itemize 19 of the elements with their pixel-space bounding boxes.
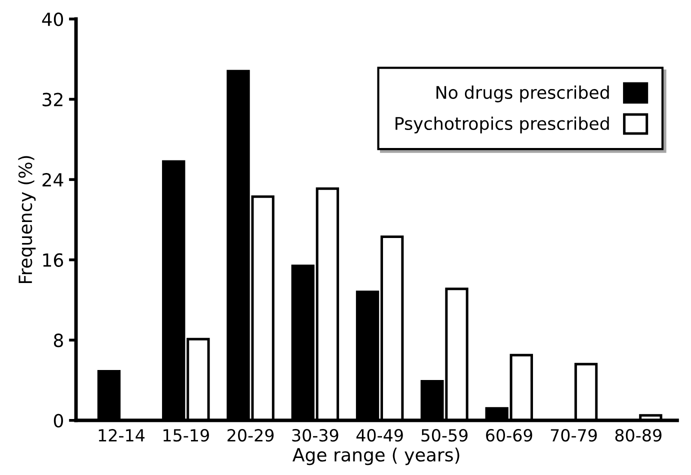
x-tick-label: 70-79: [550, 429, 597, 442]
x-tick-label: 15-19: [164, 429, 209, 442]
x-tick-label: 40-49: [356, 429, 403, 442]
x-tick-label: 30-39: [292, 429, 338, 442]
legend-label: No drugs prescribed: [436, 86, 609, 102]
x-tick-label: 20-29: [228, 429, 274, 442]
y-axis-title: Frequency (%): [18, 156, 36, 284]
x-axis-title: Age range ( years): [292, 448, 460, 466]
y-tick-label: 32: [42, 92, 62, 106]
legend-label: Psychotropics prescribed: [396, 116, 609, 134]
x-tick-label: 12-14: [98, 429, 145, 442]
x-tick-label: 80-89: [615, 429, 662, 442]
y-tick-label: 16: [43, 253, 64, 267]
y-tick-label: 40: [42, 12, 64, 26]
y-tick-label: 0: [54, 414, 64, 428]
y-tick-label: 24: [42, 173, 64, 186]
x-tick-label: 50-59: [422, 429, 468, 442]
y-tick-label: 8: [54, 334, 63, 348]
x-tick-label: 60-69: [486, 429, 532, 442]
